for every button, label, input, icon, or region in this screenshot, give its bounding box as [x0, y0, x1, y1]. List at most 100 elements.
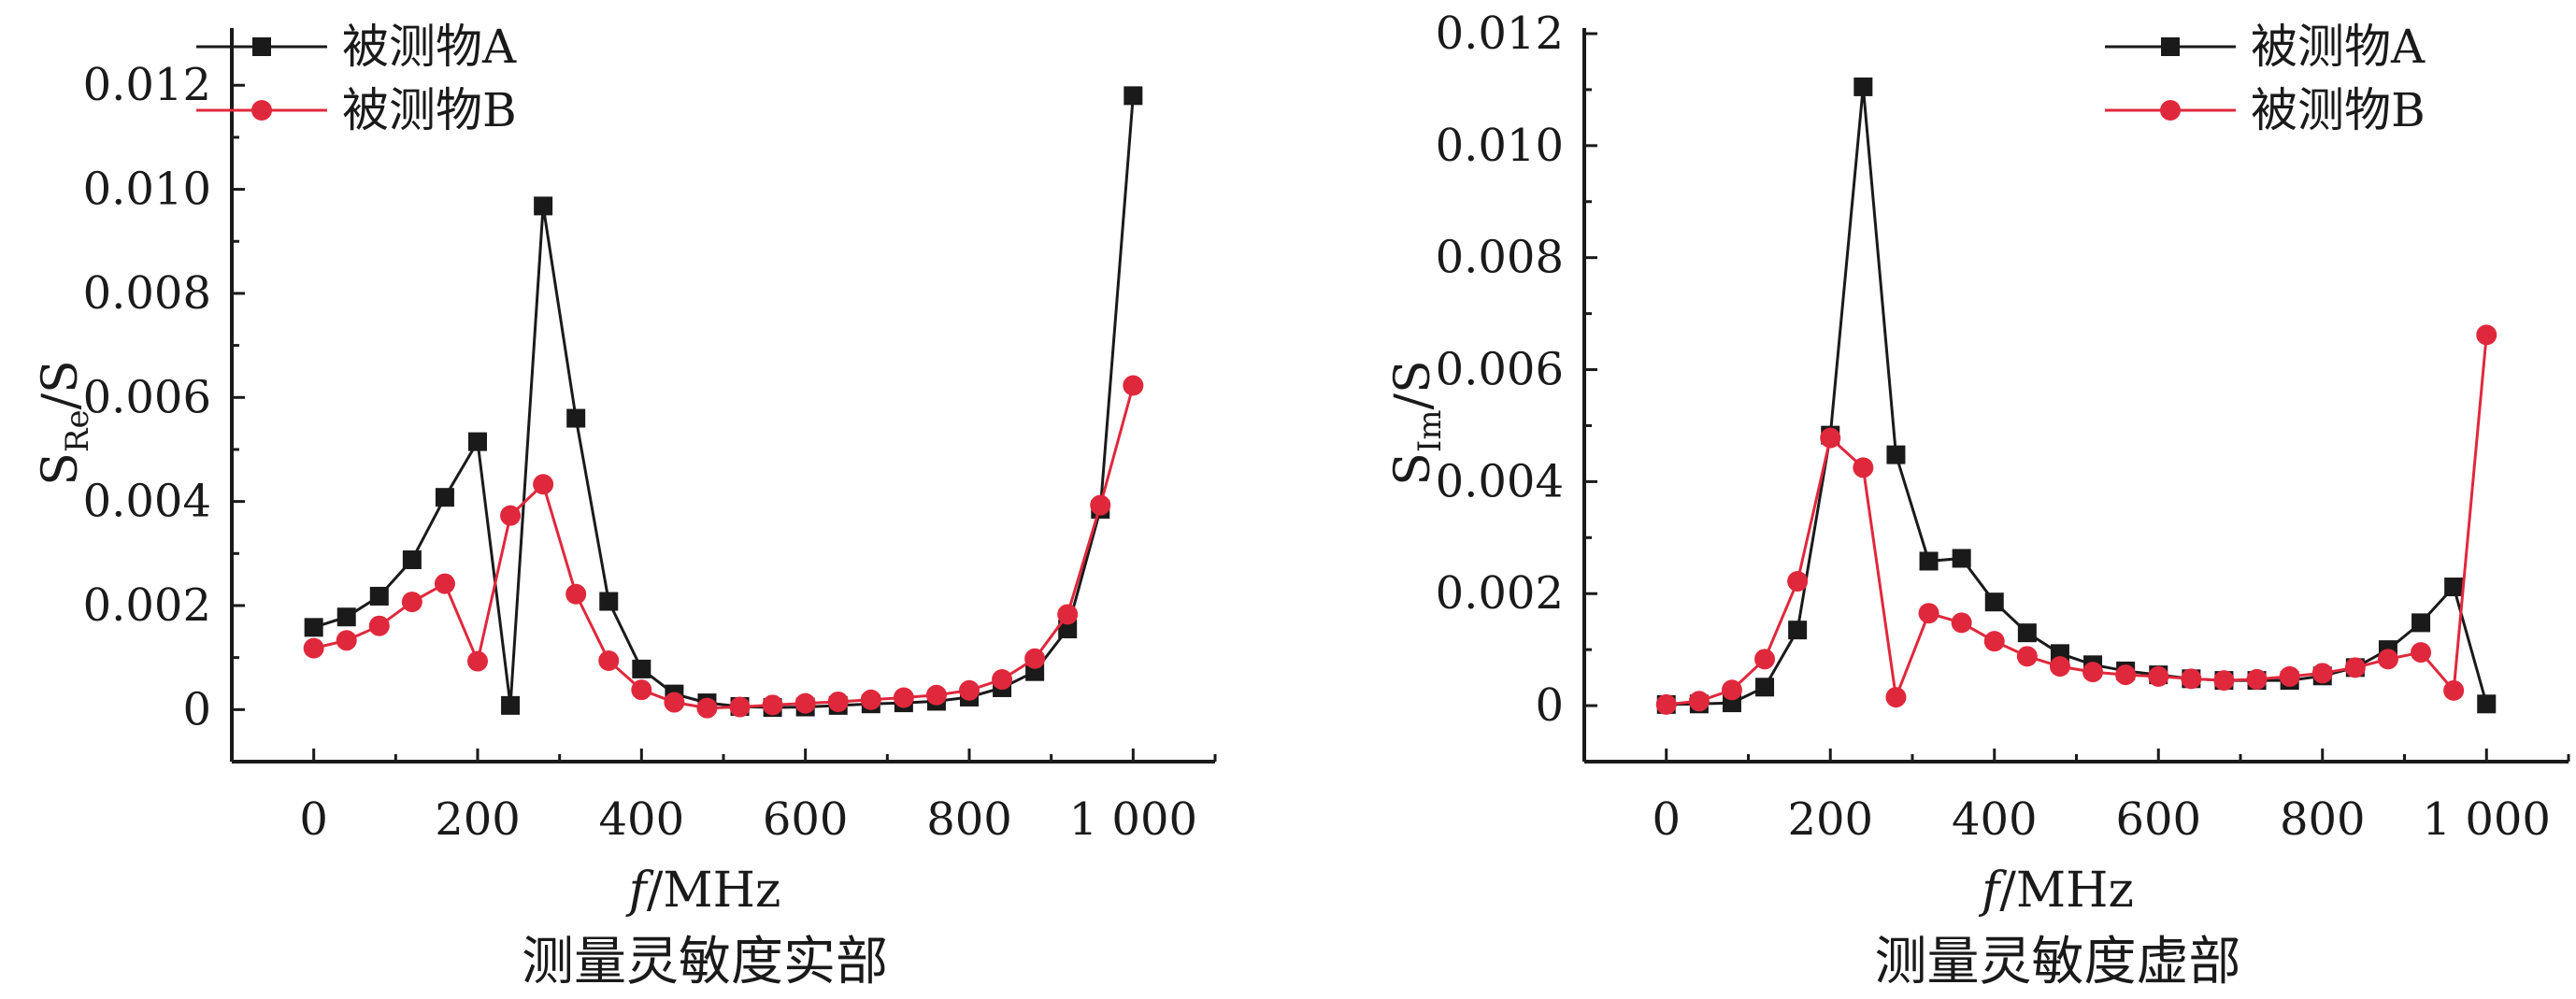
y-tick-label: 0.002: [1436, 567, 1564, 620]
data-point-b: [2016, 646, 2038, 667]
y-tick-label: 0.012: [83, 59, 211, 111]
data-point-a: [534, 196, 553, 216]
y-axis-title-main: S: [33, 452, 89, 486]
legend-label: 被测物A: [2251, 20, 2426, 74]
legend-marker-square: [252, 37, 271, 56]
y-tick-label: 0: [182, 683, 211, 735]
chart-real-part: 0 0.002 0.004 0.006 0.008 0.010 0.012 0 200 400 60…: [33, 20, 1217, 992]
y-axis-title-subscript: Re: [59, 409, 96, 452]
y-tick-label: 0.008: [1436, 232, 1564, 284]
x-tick-label: 200: [435, 793, 521, 846]
data-point-a: [468, 432, 487, 451]
y-axis-title: SRe/S: [33, 360, 96, 486]
data-point-b: [762, 694, 783, 716]
legend-marker-circle: [251, 100, 272, 121]
data-point-b: [959, 679, 980, 701]
data-point-b: [664, 692, 685, 713]
data-point-b: [2082, 662, 2104, 683]
data-point-b: [2115, 664, 2137, 686]
data-point-a: [1919, 551, 1939, 571]
data-point-b: [729, 696, 751, 718]
data-point-b: [631, 679, 652, 701]
data-point-a: [2444, 578, 2464, 597]
data-point-a: [566, 408, 586, 428]
x-tick-label: 400: [1952, 793, 2038, 846]
data-point-b: [1754, 649, 1776, 670]
y-axis-title-unit: /S: [33, 360, 89, 409]
data-point-b: [2377, 649, 2398, 670]
data-point-a: [435, 488, 454, 507]
series-line-a: [313, 95, 1135, 709]
y-axis-title-unit: /S: [1385, 360, 1441, 409]
data-point-b: [336, 630, 357, 651]
data-point-a: [2017, 623, 2037, 643]
data-point-b: [368, 615, 390, 636]
data-point-a: [501, 695, 521, 715]
x-tick-label: 800: [926, 793, 1012, 846]
y-axis-title-main: S: [1385, 452, 1441, 486]
data-point-b: [598, 649, 620, 671]
data-point-b: [401, 592, 422, 613]
data-point-a: [1788, 621, 1808, 640]
data-point-b: [2246, 668, 2268, 690]
data-point-b: [893, 687, 914, 708]
data-point-b: [2213, 670, 2235, 692]
data-point-b: [1853, 457, 1874, 478]
y-axis-title: SIm/S: [1385, 360, 1449, 485]
data-point-b: [860, 689, 881, 710]
data-point-b: [303, 637, 324, 659]
chart-caption: 测量灵敏度虚部: [1875, 932, 2241, 992]
data-point-a: [2411, 613, 2431, 633]
data-point-b: [2279, 665, 2300, 687]
y-tick-label: 0.006: [83, 371, 211, 423]
chart-caption: 测量灵敏度实部: [522, 932, 888, 992]
data-point-b: [1787, 571, 1809, 592]
data-point-a: [1886, 445, 1906, 464]
y-tick-label: 0.006: [1436, 344, 1564, 396]
data-point-b: [1820, 427, 1841, 449]
x-tick-label: 600: [763, 793, 849, 846]
x-tick-label: 800: [2280, 793, 2366, 846]
y-tick-label: 0.010: [1436, 120, 1564, 172]
y-tick-label: 0.010: [83, 164, 211, 216]
x-tick-label: 600: [2115, 793, 2201, 846]
legend-marker-circle: [2160, 100, 2181, 121]
x-axis-title-unit: /MHz: [647, 863, 781, 919]
data-point-b: [467, 650, 488, 672]
x-tick-label: 200: [1787, 793, 1873, 846]
data-point-b: [1024, 648, 1046, 669]
y-tick-label: 0.008: [83, 267, 211, 320]
data-point-b: [1951, 612, 1972, 634]
data-point-a: [1058, 620, 1078, 639]
data-point-b: [1885, 687, 1907, 708]
y-axis-title-subscript: Im: [1411, 409, 1449, 452]
y-tick-label: 0.002: [83, 579, 211, 632]
data-point-b: [500, 505, 522, 526]
data-point-b: [1688, 691, 1710, 712]
series-line-b: [313, 385, 1135, 710]
data-point-b: [533, 474, 554, 495]
data-point-b: [1090, 494, 1111, 516]
y-tick-label: 0.004: [1436, 455, 1564, 507]
data-point-b: [565, 583, 587, 605]
x-tick-label: 0: [299, 793, 328, 846]
data-point-b: [1057, 604, 1079, 625]
legend-label: 被测物B: [2251, 83, 2426, 137]
data-point-a: [2477, 694, 2497, 714]
legend-label: 被测物A: [342, 20, 517, 74]
legend-label: 被测物B: [342, 83, 517, 137]
data-point-b: [1123, 375, 1144, 396]
data-point-a: [1755, 678, 1775, 697]
chart-imaginary-part: 0 0.002 0.004 0.006 0.008 0.010 0.012 0 200 400 60…: [1385, 7, 2570, 992]
y-tick-label: 0: [1535, 679, 1564, 732]
data-point-b: [2411, 642, 2432, 664]
x-axis-title: f/MHz: [1978, 863, 2134, 919]
series-line-a: [1666, 86, 2488, 706]
x-tick-label: 1 000: [2423, 793, 2551, 846]
data-point-b: [434, 573, 455, 594]
x-axis-title-unit: /MHz: [1999, 863, 2134, 919]
y-tick-label: 0.004: [83, 476, 211, 528]
data-point-a: [599, 592, 619, 611]
x-axis-title: f/MHz: [625, 863, 781, 919]
